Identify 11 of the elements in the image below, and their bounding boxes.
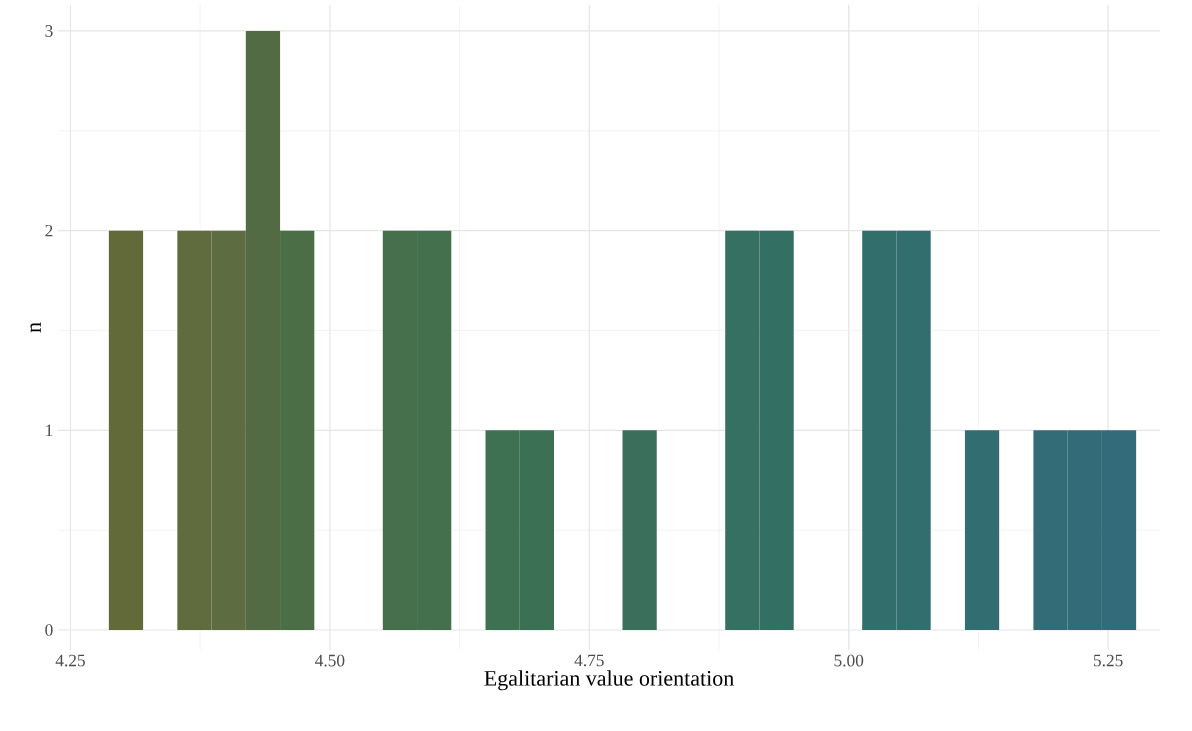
y-axis-title: n xyxy=(30,322,41,333)
x-tick-label: 4.50 xyxy=(315,654,345,667)
x-tick-label: 4.75 xyxy=(574,654,604,667)
y-tick-label: 3 xyxy=(45,25,53,37)
y-tick-label: 0 xyxy=(45,624,53,636)
x-tick-label: 4.25 xyxy=(55,654,85,667)
y-tick-label: 2 xyxy=(45,224,53,237)
x-tick-label: 5.00 xyxy=(834,654,864,667)
y-tick-label: 1 xyxy=(46,424,53,437)
x-tick-label: 5.25 xyxy=(1093,654,1123,667)
x-axis-title: Egalitarian value orientation xyxy=(484,670,734,691)
